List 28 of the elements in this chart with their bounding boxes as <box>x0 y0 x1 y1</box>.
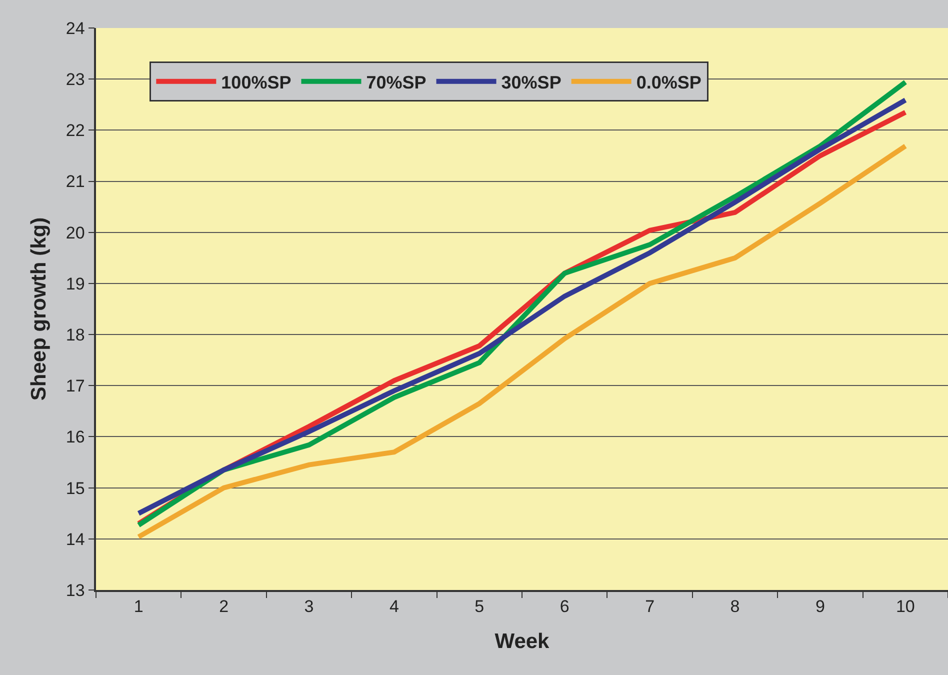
y-tick-label: 18 <box>66 326 85 344</box>
x-tick-label: 9 <box>815 597 825 616</box>
y-tick-label: 13 <box>66 580 85 600</box>
x-tick-label: 8 <box>730 597 740 616</box>
x-tick-label: 1 <box>134 597 144 616</box>
legend-label: 0.0%SP <box>636 72 702 92</box>
y-tick-label: 15 <box>66 478 85 498</box>
legend-label: 100%SP <box>221 72 292 92</box>
x-tick-label: 4 <box>389 597 399 616</box>
y-tick-label: 23 <box>66 70 85 90</box>
x-tick-label: 3 <box>304 597 314 616</box>
y-tick-label: 17 <box>66 376 85 396</box>
x-tick-label: 6 <box>560 597 570 616</box>
y-tick-label: 24 <box>66 18 85 38</box>
x-axis-title: Week <box>494 630 550 653</box>
y-axis-title: Sheep growth (kg) <box>28 217 51 401</box>
y-tick-label: 16 <box>66 428 85 447</box>
y-tick-label: 19 <box>66 274 85 294</box>
legend-label: 30%SP <box>501 72 562 92</box>
y-tick-label: 14 <box>66 530 85 549</box>
y-tick-label: 22 <box>66 121 85 140</box>
legend-label: 70%SP <box>366 72 426 92</box>
y-tick-label: 21 <box>66 172 85 192</box>
x-tick-label: 7 <box>645 597 655 616</box>
x-tick-label: 10 <box>896 597 915 616</box>
x-tick-label: 2 <box>219 597 229 616</box>
y-tick-label: 20 <box>66 223 85 242</box>
x-tick-label: 5 <box>474 597 484 616</box>
